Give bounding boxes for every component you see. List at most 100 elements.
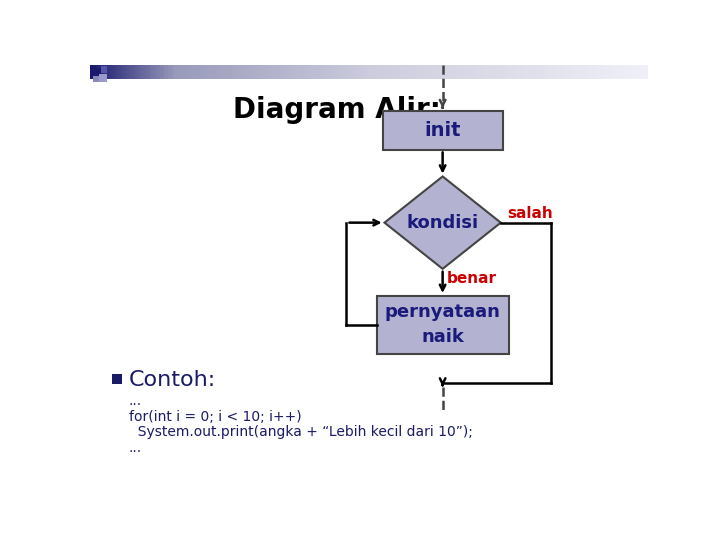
Bar [572, 65, 576, 79]
Bar [322, 65, 325, 79]
Bar [274, 65, 278, 79]
Bar [475, 65, 479, 79]
Bar [383, 65, 387, 79]
Bar [545, 65, 549, 79]
Bar [271, 65, 275, 79]
Bar [598, 65, 601, 79]
Bar [486, 65, 490, 79]
Bar [207, 65, 211, 79]
Bar [218, 65, 222, 79]
Bar [481, 65, 484, 79]
Bar [285, 65, 289, 79]
Text: init: init [424, 121, 461, 140]
Bar [500, 65, 504, 79]
Bar [101, 66, 107, 72]
Bar [575, 65, 579, 79]
Bar [402, 65, 406, 79]
Bar [570, 65, 573, 79]
Bar [441, 65, 445, 79]
Bar [252, 65, 256, 79]
Bar [416, 65, 420, 79]
Bar [374, 65, 378, 79]
Bar [461, 65, 464, 79]
Bar [564, 65, 568, 79]
Bar [107, 65, 110, 79]
Bar [297, 65, 300, 79]
Bar [553, 65, 557, 79]
Bar [204, 65, 208, 79]
Bar [603, 65, 607, 79]
Bar [520, 65, 523, 79]
Bar [157, 65, 161, 79]
Bar [341, 65, 345, 79]
Bar [282, 65, 286, 79]
Bar [478, 65, 482, 79]
Bar [559, 65, 562, 79]
Bar [233, 65, 236, 79]
Bar [238, 65, 241, 79]
Bar [556, 65, 559, 79]
Text: benar: benar [446, 271, 497, 286]
Bar [642, 65, 646, 79]
Bar [196, 65, 199, 79]
Bar [419, 65, 423, 79]
Bar [615, 65, 618, 79]
Bar [171, 65, 174, 79]
Bar [319, 65, 323, 79]
Bar [364, 65, 367, 79]
Bar [505, 65, 509, 79]
Bar [166, 65, 169, 79]
Bar [260, 65, 264, 79]
Bar [118, 65, 122, 79]
Bar [230, 65, 233, 79]
Bar [126, 65, 130, 79]
Bar [240, 65, 244, 79]
Bar [517, 65, 521, 79]
Bar [422, 65, 426, 79]
Bar [199, 65, 202, 79]
Bar [154, 65, 158, 79]
Bar [600, 65, 604, 79]
Bar [609, 65, 613, 79]
Bar [269, 65, 272, 79]
Bar [447, 65, 451, 79]
Bar [567, 65, 571, 79]
Bar [355, 65, 359, 79]
Bar [467, 65, 470, 79]
Bar [639, 65, 643, 79]
Bar [528, 65, 531, 79]
Bar [612, 65, 616, 79]
Bar [634, 65, 638, 79]
Bar [277, 65, 281, 79]
Bar [578, 65, 582, 79]
Bar [143, 65, 147, 79]
Bar [464, 65, 467, 79]
Bar [405, 65, 409, 79]
Bar [606, 65, 610, 79]
Bar [193, 65, 197, 79]
Bar [550, 65, 554, 79]
Bar [408, 65, 412, 79]
Bar [380, 65, 384, 79]
Bar [129, 65, 132, 79]
Bar [168, 65, 171, 79]
Bar [93, 76, 99, 82]
FancyBboxPatch shape [377, 296, 508, 354]
Bar [96, 65, 99, 79]
Bar [377, 65, 381, 79]
Text: salah: salah [507, 206, 553, 221]
Bar [645, 65, 649, 79]
Bar [389, 65, 392, 79]
Bar [294, 65, 297, 79]
Bar [581, 65, 585, 79]
Bar [344, 65, 348, 79]
Bar [369, 65, 372, 79]
Bar [338, 65, 342, 79]
Bar [109, 65, 113, 79]
Text: ...: ... [129, 441, 142, 455]
Bar [366, 65, 370, 79]
Bar [595, 65, 598, 79]
Bar [176, 65, 180, 79]
Bar [307, 65, 311, 79]
Bar [492, 65, 495, 79]
